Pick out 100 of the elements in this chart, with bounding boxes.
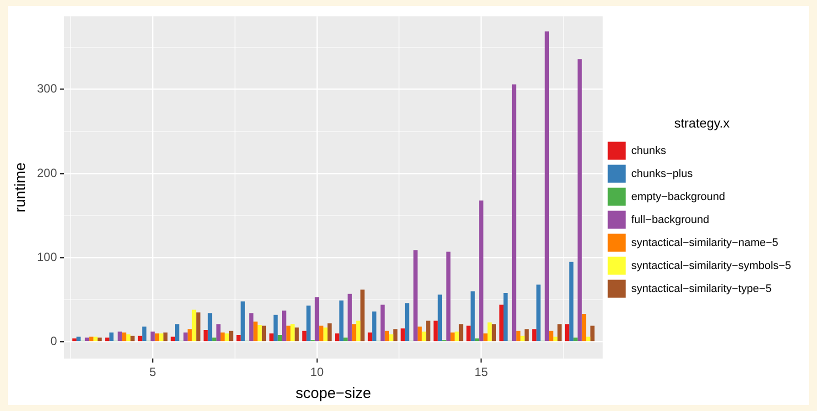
y-tick-label: 0 bbox=[50, 334, 58, 348]
bar bbox=[335, 333, 340, 342]
bar bbox=[105, 338, 110, 342]
bar bbox=[388, 334, 394, 342]
bar bbox=[150, 332, 155, 342]
bar bbox=[400, 328, 405, 342]
bar bbox=[126, 334, 130, 342]
bar bbox=[258, 324, 262, 342]
bar bbox=[253, 322, 258, 342]
bar bbox=[98, 338, 102, 342]
bar bbox=[360, 290, 365, 342]
bar bbox=[590, 326, 595, 342]
bar bbox=[404, 303, 410, 342]
bar bbox=[339, 300, 344, 342]
bar bbox=[175, 324, 180, 342]
bar bbox=[89, 336, 94, 342]
legend-label: empty−background bbox=[631, 190, 726, 203]
bar bbox=[314, 297, 320, 342]
bar bbox=[524, 329, 529, 342]
bar bbox=[512, 84, 516, 342]
legend-label: syntactical−similarity−symbols−5 bbox=[631, 260, 792, 272]
bar bbox=[72, 338, 76, 342]
bar bbox=[163, 332, 168, 342]
bar bbox=[573, 338, 578, 342]
bar bbox=[278, 335, 282, 342]
bar bbox=[356, 320, 360, 342]
bar bbox=[582, 314, 586, 342]
bar bbox=[282, 310, 286, 342]
bar bbox=[228, 330, 234, 342]
y-tick-label: 100 bbox=[36, 250, 58, 264]
bar bbox=[380, 304, 385, 342]
bar bbox=[418, 326, 422, 342]
bar bbox=[216, 324, 221, 342]
bar bbox=[479, 200, 484, 342]
bar bbox=[192, 310, 196, 342]
bar bbox=[249, 313, 254, 342]
bar bbox=[368, 332, 372, 342]
bar bbox=[466, 326, 471, 342]
y-tick-label: 200 bbox=[36, 166, 58, 180]
bar bbox=[348, 294, 352, 342]
bar bbox=[274, 314, 278, 342]
bar bbox=[352, 324, 356, 342]
bar bbox=[130, 336, 135, 342]
bar bbox=[290, 324, 295, 342]
bar bbox=[569, 262, 574, 342]
bar bbox=[76, 336, 81, 342]
bar bbox=[183, 332, 188, 342]
bar bbox=[557, 324, 562, 342]
y-tick-label: 300 bbox=[36, 82, 58, 96]
x-tick-label: 10 bbox=[310, 365, 324, 380]
bar bbox=[302, 330, 306, 342]
bar bbox=[446, 252, 450, 342]
bar bbox=[196, 312, 200, 342]
bar bbox=[208, 313, 212, 342]
bar bbox=[142, 326, 146, 342]
legend-label: syntactical−similarity−name−5 bbox=[631, 236, 778, 249]
bar bbox=[328, 323, 332, 342]
bar bbox=[204, 330, 208, 342]
bar bbox=[109, 332, 114, 342]
bar bbox=[516, 330, 520, 342]
bar bbox=[236, 335, 241, 342]
bar bbox=[220, 332, 225, 342]
bar bbox=[224, 333, 229, 342]
bar bbox=[323, 327, 328, 342]
bar bbox=[269, 333, 274, 342]
x-axis-title: scope−size bbox=[296, 385, 372, 402]
bar bbox=[84, 338, 90, 342]
bar bbox=[93, 336, 98, 342]
bar bbox=[240, 301, 245, 342]
legend-label: syntactical−similarity−type−5 bbox=[631, 282, 772, 295]
bar bbox=[544, 31, 550, 342]
y-axis-title: runtime bbox=[12, 162, 30, 212]
legend-label: full−background bbox=[631, 214, 710, 226]
bar bbox=[413, 250, 418, 342]
bar bbox=[212, 338, 216, 342]
x-tick-label: 5 bbox=[149, 365, 156, 380]
bar bbox=[138, 336, 142, 342]
bar bbox=[549, 330, 554, 342]
bar bbox=[422, 332, 426, 342]
bar bbox=[586, 336, 590, 342]
bar bbox=[319, 326, 324, 342]
bar bbox=[492, 324, 496, 342]
bar bbox=[553, 336, 558, 342]
bar bbox=[154, 333, 160, 342]
bar bbox=[434, 320, 438, 342]
bar bbox=[564, 324, 570, 342]
bar bbox=[118, 332, 122, 342]
bar bbox=[372, 311, 376, 342]
bar bbox=[536, 284, 541, 342]
bar bbox=[520, 336, 525, 342]
legend-label: chunks−plus bbox=[631, 168, 694, 180]
bar bbox=[170, 336, 176, 342]
bar bbox=[504, 292, 508, 342]
bar bbox=[488, 322, 492, 342]
bar bbox=[294, 327, 299, 342]
bar bbox=[122, 332, 126, 342]
bar bbox=[159, 333, 164, 342]
bar bbox=[483, 333, 488, 342]
bar bbox=[393, 329, 398, 342]
bar bbox=[470, 291, 475, 342]
